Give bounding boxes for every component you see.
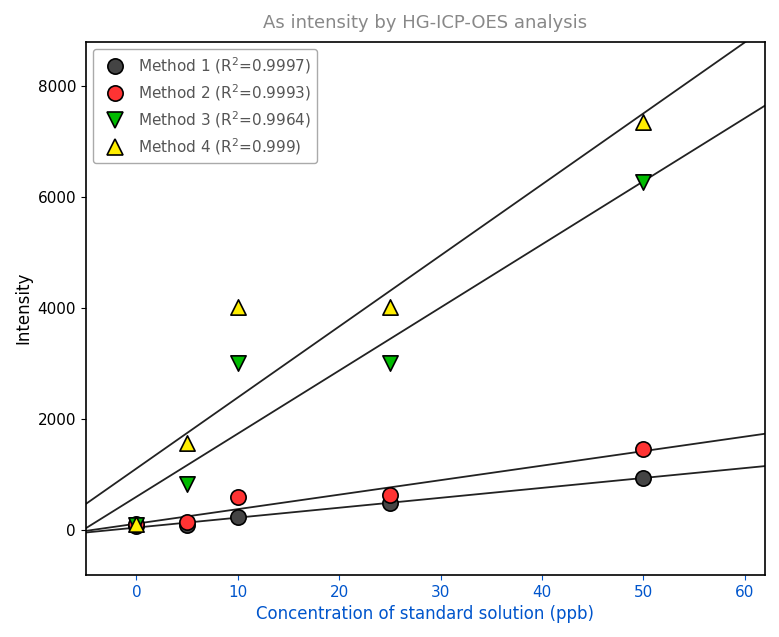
Legend: Method 1 (R$^2$=0.9997), Method 2 (R$^2$=0.9993), Method 3 (R$^2$=0.9964), Metho: Method 1 (R$^2$=0.9997), Method 2 (R$^2$… (93, 50, 317, 163)
Point (384, 302, 397, 312)
Point (637, 444, 650, 454)
Point (130, 519, 143, 529)
Point (130, 520, 143, 530)
Point (130, 521, 143, 531)
Point (384, 357, 397, 368)
Title: As intensity by HG-ICP-OES analysis: As intensity by HG-ICP-OES analysis (263, 14, 587, 32)
Point (130, 519, 143, 529)
Point (231, 357, 244, 368)
Point (637, 117, 650, 127)
Point (231, 512, 244, 522)
X-axis label: Concentration of standard solution (ppb): Concentration of standard solution (ppb) (256, 605, 594, 623)
Point (181, 478, 193, 489)
Point (181, 438, 193, 448)
Point (384, 489, 397, 499)
Point (181, 517, 193, 527)
Point (181, 520, 193, 530)
Point (637, 473, 650, 483)
Y-axis label: Intensity: Intensity (14, 272, 32, 345)
Point (637, 176, 650, 187)
Point (231, 302, 244, 312)
Point (384, 498, 397, 508)
Point (231, 492, 244, 502)
